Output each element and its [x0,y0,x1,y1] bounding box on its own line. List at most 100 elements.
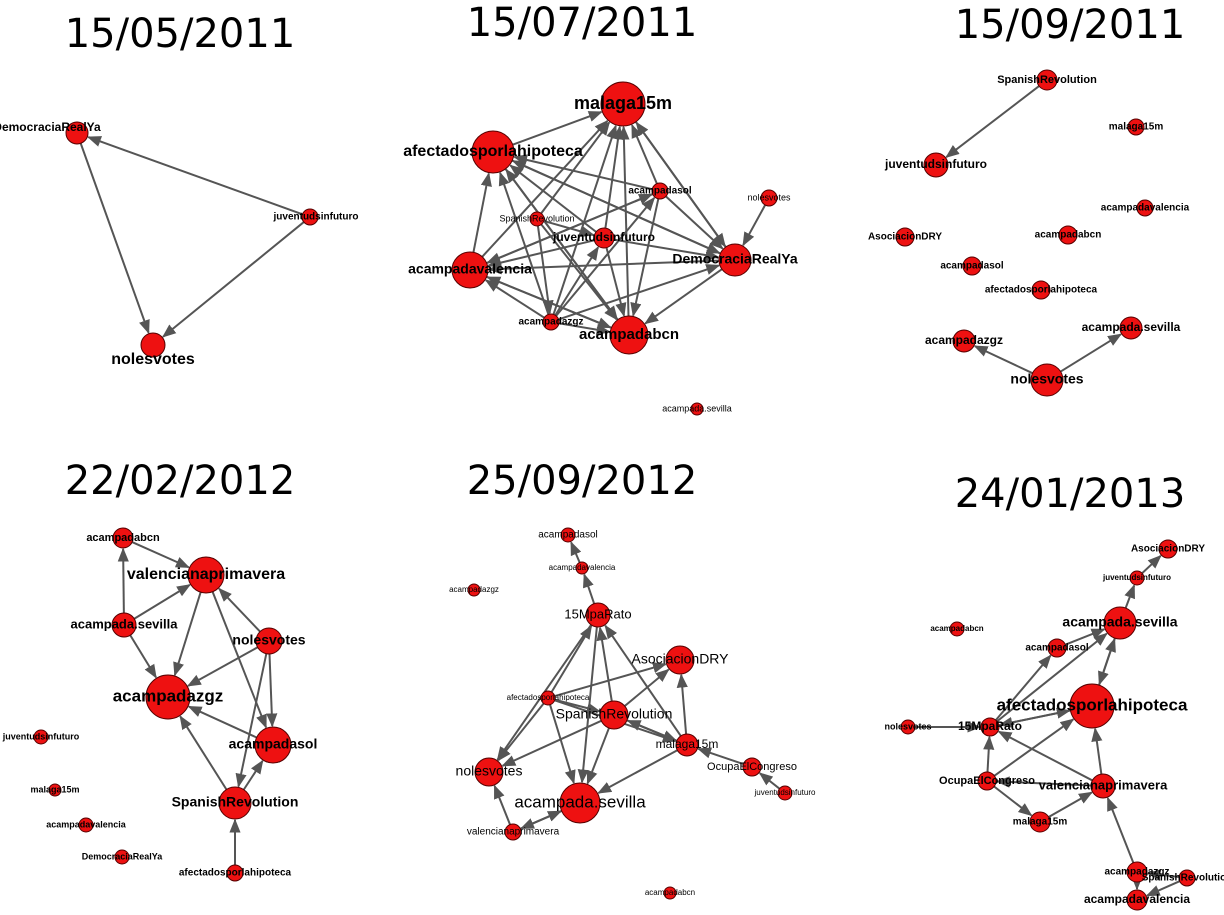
edge-arrow [493,784,511,825]
edge-arrow [1145,880,1181,897]
node-circle [585,602,611,628]
node-circle [575,561,589,575]
edge-arrow [211,591,267,729]
panel-date-title: 24/01/2013 [955,471,1186,517]
node-label: malaga15m [1013,817,1068,828]
node-label: acampada.sevilla [662,403,732,413]
edge-arrow [504,168,618,321]
node-label: juventudsinfuturo [552,230,655,244]
node-label: juventudsinfuturo [1102,573,1171,582]
edge-arrow [1141,554,1162,574]
node-label: valencianaprimavera [1039,777,1168,792]
node-circle [1030,363,1064,397]
edge-arrow [486,193,653,265]
edge-arrow [550,624,593,693]
node-label: SpanishRevolution [172,794,299,810]
node-label: nolesvotes [1010,371,1083,387]
edge-arrow [577,626,598,784]
edge-arrow [554,698,601,714]
node-label: acampadazgz [518,317,583,328]
node-label: acampadazgz [449,585,499,594]
node-label: acampadasol [1025,643,1089,654]
nodes-layer: DemocraciaRealYa juventudsinfuturo nolesvo… [0,120,359,368]
edge-arrow [613,238,720,261]
node-circle [540,690,556,706]
node-label: OcupaElCongreso [939,775,1035,787]
node-label: acampadavalencia [1101,203,1190,214]
edge-arrow [187,705,258,739]
node-circle [78,817,94,833]
node-circle [560,527,576,543]
node-circle [254,726,292,764]
node-label: acampadabcn [930,624,983,633]
edge-arrow [644,268,723,325]
node-label: malaga15m [1109,122,1164,133]
node-label: juventudsinfuturo [884,157,987,171]
edge-arrow [983,735,995,773]
node-label: acampada.sevilla [1082,320,1181,334]
node-label: acampada.sevilla [71,616,179,631]
node-circle [471,130,515,174]
node-circle [474,757,504,787]
node-label: afectadosporlahipoteca [403,143,583,160]
node-circle [663,886,677,900]
panel-date-title: 22/02/2012 [65,458,296,504]
panel-date-title: 15/05/2011 [65,11,296,57]
edge-arrow [513,154,653,191]
node-circle [559,782,601,824]
node-label: AsociacionDRY [1131,544,1205,555]
network-panel: 15/09/2011 SpanishRevolution malaga15m juve… [868,2,1190,397]
node-label: nolesvotes [884,721,931,731]
node-label: acampadazgz [1104,867,1169,878]
edge-arrow [1064,628,1106,646]
edge-arrow [604,125,624,229]
edge-arrow [472,172,492,253]
edge-arrow [487,259,720,275]
node-circle [1178,869,1196,887]
node-label: DemocraciaRealYa [0,120,101,134]
node-label: malaga15m [656,737,719,751]
node-circle [665,645,695,675]
edge-arrow [554,246,599,316]
node-label: acampadasol [538,530,597,541]
edge-arrow [511,159,721,254]
node-circle [1047,638,1067,658]
nodes-layer: malaga15m afectadosporlahipoteca acampadas… [403,81,798,416]
node-label: acampada.sevilla [1062,614,1177,630]
node-circle [1036,69,1058,91]
edge-arrow [945,85,1040,158]
node-circle [140,332,166,358]
node-circle [599,700,629,730]
edge-arrow [697,747,744,766]
node-circle [1126,861,1148,883]
node-circle [467,583,481,597]
node-label: acampadazgz [925,333,1003,347]
node-label: SpanishRevolution [1142,873,1224,884]
edge-arrow [218,587,261,633]
node-label: acampadavalencia [1084,892,1190,906]
edge-arrow [131,541,190,569]
edge-arrow [973,345,1033,375]
edge-arrow [1124,584,1136,609]
edges-layer [472,111,767,336]
node-label: malaga15m [574,93,672,113]
edge-arrow [997,730,1093,782]
node-label: malaga15m [30,784,79,794]
node-circle [301,208,319,226]
edge-arrow [570,541,582,563]
node-label: acampadazgz [113,686,224,705]
node-label: juventudsinfuturo [2,731,80,741]
node-circle [651,182,669,200]
edge-arrow [484,279,545,319]
node-circle [600,81,646,127]
node-label: SpanishRevolution [997,74,1097,86]
edge-arrow [129,634,157,679]
edge-arrow [597,749,678,794]
node-label: DemocraciaRealYa [672,251,798,267]
edge-arrow [519,810,563,830]
edge-arrow [555,196,656,317]
node-circle [504,823,522,841]
node-circle [1058,225,1078,245]
node-label: SpanishRevolution [556,706,673,722]
edge-arrow [742,204,767,247]
